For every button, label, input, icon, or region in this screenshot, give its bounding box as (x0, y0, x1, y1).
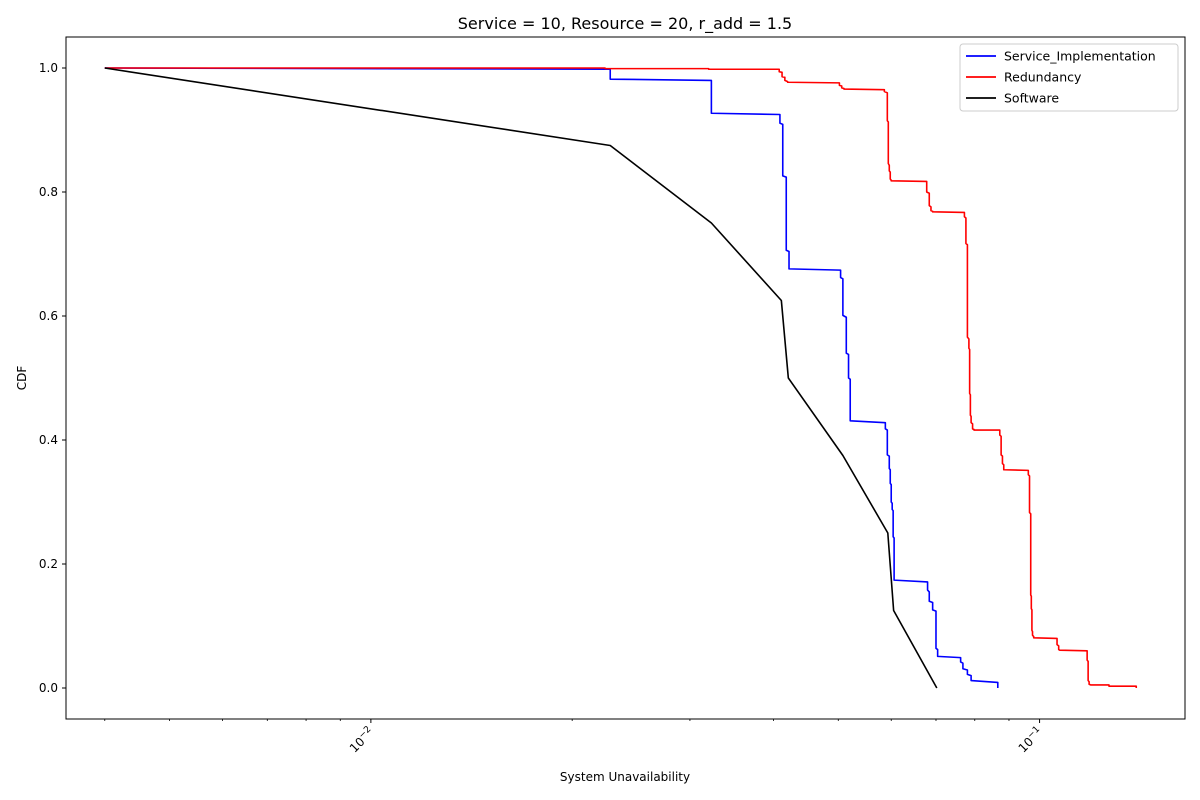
y-tick-label: 0.4 (39, 433, 58, 447)
y-tick-label: 0.6 (39, 309, 58, 323)
legend-label: Service_Implementation (1004, 49, 1156, 64)
series-line-redundancy (104, 67, 1138, 688)
y-tick-label: 0.2 (39, 557, 58, 571)
x-axis-title: System Unavailability (560, 770, 690, 784)
y-tick-label: 1.0 (39, 61, 58, 75)
y-axis-title: CDF (15, 366, 29, 391)
legend-box (959, 43, 1179, 112)
plot-frame (65, 36, 1186, 720)
series-layer (104, 67, 1138, 689)
chart-title: Service = 10, Resource = 20, r_add = 1.5 (458, 14, 792, 34)
y-tick-label: 0.8 (39, 185, 58, 199)
legend: Service_Implementation Redundancy Software (959, 43, 1179, 112)
y-axis: 0.0 0.2 0.4 0.6 0.8 1.0 (39, 61, 66, 695)
legend-label: Software (1004, 91, 1059, 106)
legend-label: Redundancy (1004, 70, 1082, 85)
series-line-software (104, 67, 938, 689)
series-line-service-implementation (104, 67, 999, 688)
y-tick-label: 0.0 (39, 681, 58, 695)
